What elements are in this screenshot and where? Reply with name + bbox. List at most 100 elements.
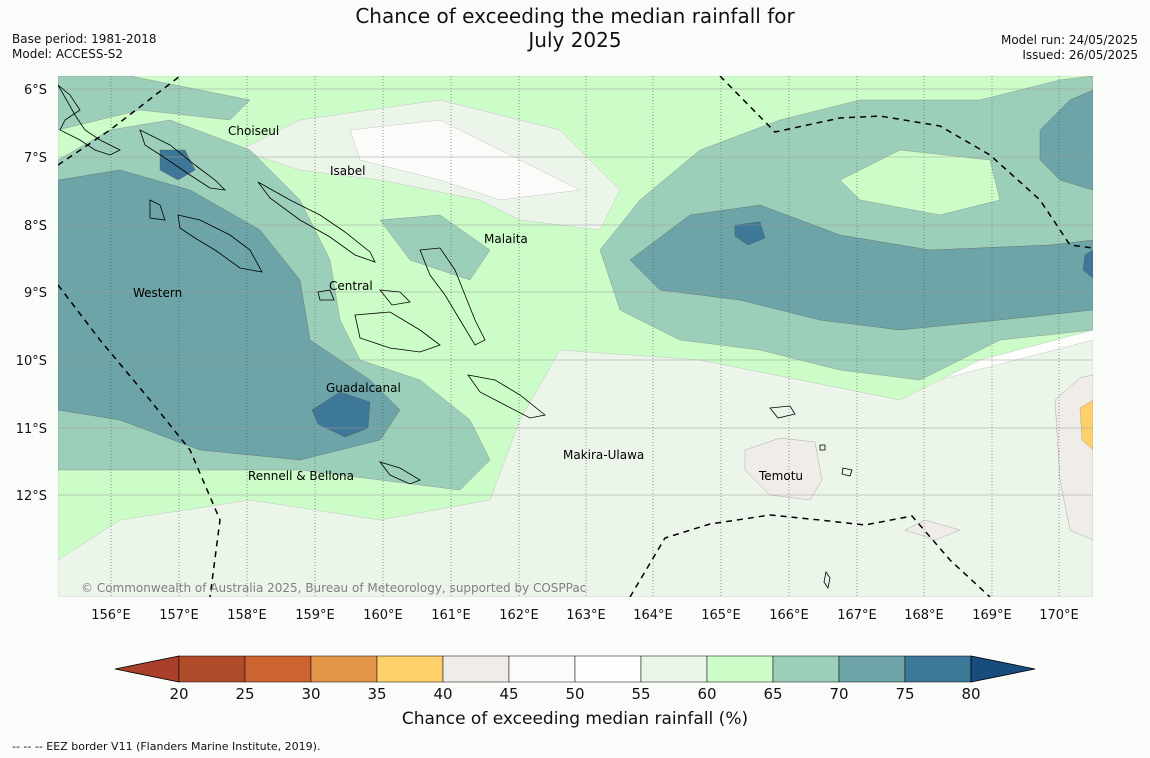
contour-40-45-south [904, 519, 961, 541]
map-area: Choiseul Isabel Malaita Western Central … [58, 76, 1093, 597]
lon-tick: 164°E [633, 608, 673, 623]
guadalcanal-coast [354, 311, 441, 353]
lat-tick: 11°S [16, 422, 47, 437]
lon-tick: 165°E [701, 608, 741, 623]
western-island-1 [149, 199, 166, 221]
longitude-tick-labels: 156°E 157°E 158°E 159°E 160°E 161°E 162°… [91, 608, 1079, 623]
parallel-gridlines [58, 88, 1093, 496]
contour-60-65-east-pocket [839, 149, 1001, 216]
coastlines [58, 84, 853, 590]
colorbar-tick-label: 60 [697, 685, 716, 700]
colorbar-label: Chance of exceeding median rainfall (%) [401, 709, 749, 729]
region-label-choiseul: Choiseul [228, 124, 279, 138]
colorbar-tick-label: 35 [367, 685, 386, 700]
santa-cruz-coast [769, 405, 796, 419]
contour-65-70-north [58, 76, 251, 131]
colorbar-segment [310, 655, 378, 683]
base-period: Base period: 1981-2018 [12, 32, 157, 46]
contour-65-70-malaita [379, 214, 491, 281]
lon-tick: 159°E [295, 608, 335, 623]
lon-tick: 167°E [837, 608, 877, 623]
contour-40-45-temotu [744, 437, 823, 501]
new-georgia-coast [177, 214, 263, 273]
colorbar: 20 25 30 35 40 45 50 55 60 65 70 75 80 [114, 655, 1036, 700]
latitude-tick-labels: 6°S 7°S 8°S 9°S 10°S 11°S 12°S [16, 83, 47, 504]
eez-borders [58, 76, 1093, 597]
region-label-rennell-bellona: Rennell & Bellona [248, 469, 354, 483]
issued-date: Issued: 26/05/2025 [1022, 48, 1138, 62]
lon-tick: 157°E [159, 608, 199, 623]
lon-tick: 156°E [91, 608, 131, 623]
colorbar-tick-label: 55 [631, 685, 650, 700]
region-label-malaita: Malaita [484, 232, 528, 246]
model-run: Model run: 24/05/2025 [1000, 33, 1138, 47]
eez-west [58, 284, 221, 597]
colorbar-tick-label: 25 [235, 685, 254, 700]
malaita-coast [419, 247, 486, 346]
model-name: Model: ACCESS-S2 [12, 47, 124, 61]
temotu-islet-2 [819, 444, 826, 451]
lat-tick: 6°S [24, 83, 47, 98]
south-islet [823, 570, 831, 590]
lon-tick: 162°E [499, 608, 539, 623]
colorbar-tick-label: 30 [301, 685, 320, 700]
colorbar-segment [178, 655, 246, 683]
rennell-coast [378, 461, 421, 485]
region-label-central: Central [329, 279, 373, 293]
lat-tick: 9°S [24, 286, 47, 301]
colorbar-segment [772, 655, 840, 683]
colorbar-tick-label: 80 [961, 685, 980, 700]
colorbar-segment [376, 655, 444, 683]
contour-75-80-east [734, 221, 766, 246]
region-label-temotu: Temotu [758, 469, 803, 483]
lat-tick: 10°S [16, 354, 47, 369]
contour-35-40-east [1079, 399, 1093, 451]
title-line-1: Chance of exceeding the median rainfall … [355, 4, 795, 28]
colorbar-extend-high [970, 655, 1036, 683]
colorbar-segment [508, 655, 576, 683]
lon-tick: 161°E [431, 608, 471, 623]
lat-tick: 7°S [24, 151, 47, 166]
colorbar-segment [838, 655, 906, 683]
lon-tick: 160°E [363, 608, 403, 623]
colorbar-segment [904, 655, 972, 683]
region-label-guadalcanal: Guadalcanal [326, 381, 401, 395]
meta-right: Model run: 24/05/2025 Issued: 26/05/2025 [1001, 33, 1138, 63]
lon-tick: 169°E [972, 608, 1012, 623]
central-islands [317, 289, 335, 301]
eez-north-east [719, 76, 1093, 249]
colorbar-tick-label: 50 [565, 685, 584, 700]
colorbar-tick-label: 70 [829, 685, 848, 700]
contour-50-55-north [349, 119, 581, 201]
colorbar-extend-low [114, 655, 180, 683]
florida-islands [379, 289, 411, 306]
colorbar-tick-label: 20 [169, 685, 188, 700]
colorbar-tick-label: 45 [499, 685, 518, 700]
contour-70-75-west [58, 169, 401, 461]
lon-tick: 163°E [566, 608, 606, 623]
contour-70-75-northeast [1039, 89, 1093, 191]
region-label-isabel: Isabel [330, 164, 365, 178]
colorbar-tick-label: 75 [895, 685, 914, 700]
title-line-2: July 2025 [528, 28, 622, 52]
colorbar-segment [574, 655, 642, 683]
colorbar-segment [640, 655, 708, 683]
isabel-coast [257, 181, 376, 263]
meta-left: Base period: 1981-2018 Model: ACCESS-S2 [12, 32, 157, 62]
colorbar-tick-label: 40 [433, 685, 452, 700]
colorbar-segment [442, 655, 510, 683]
lat-tick: 8°S [24, 219, 47, 234]
lon-tick: 166°E [769, 608, 809, 623]
eez-footnote: -- -- -- EEZ border V11 (Flanders Marine… [12, 740, 321, 753]
temotu-islet [841, 467, 853, 477]
lon-tick: 170°E [1039, 608, 1079, 623]
contour-75-80-edge [1082, 249, 1093, 279]
lat-tick: 12°S [16, 489, 47, 504]
colorbar-segment [706, 655, 774, 683]
region-label-western: Western [133, 286, 182, 300]
rainfall-map: Choiseul Isabel Malaita Western Central … [16, 76, 1093, 700]
eez-north-west [58, 76, 181, 166]
lon-tick: 168°E [904, 608, 944, 623]
lon-tick: 158°E [227, 608, 267, 623]
copyright-notice: © Commonwealth of Australia 2025, Bureau… [81, 581, 586, 595]
